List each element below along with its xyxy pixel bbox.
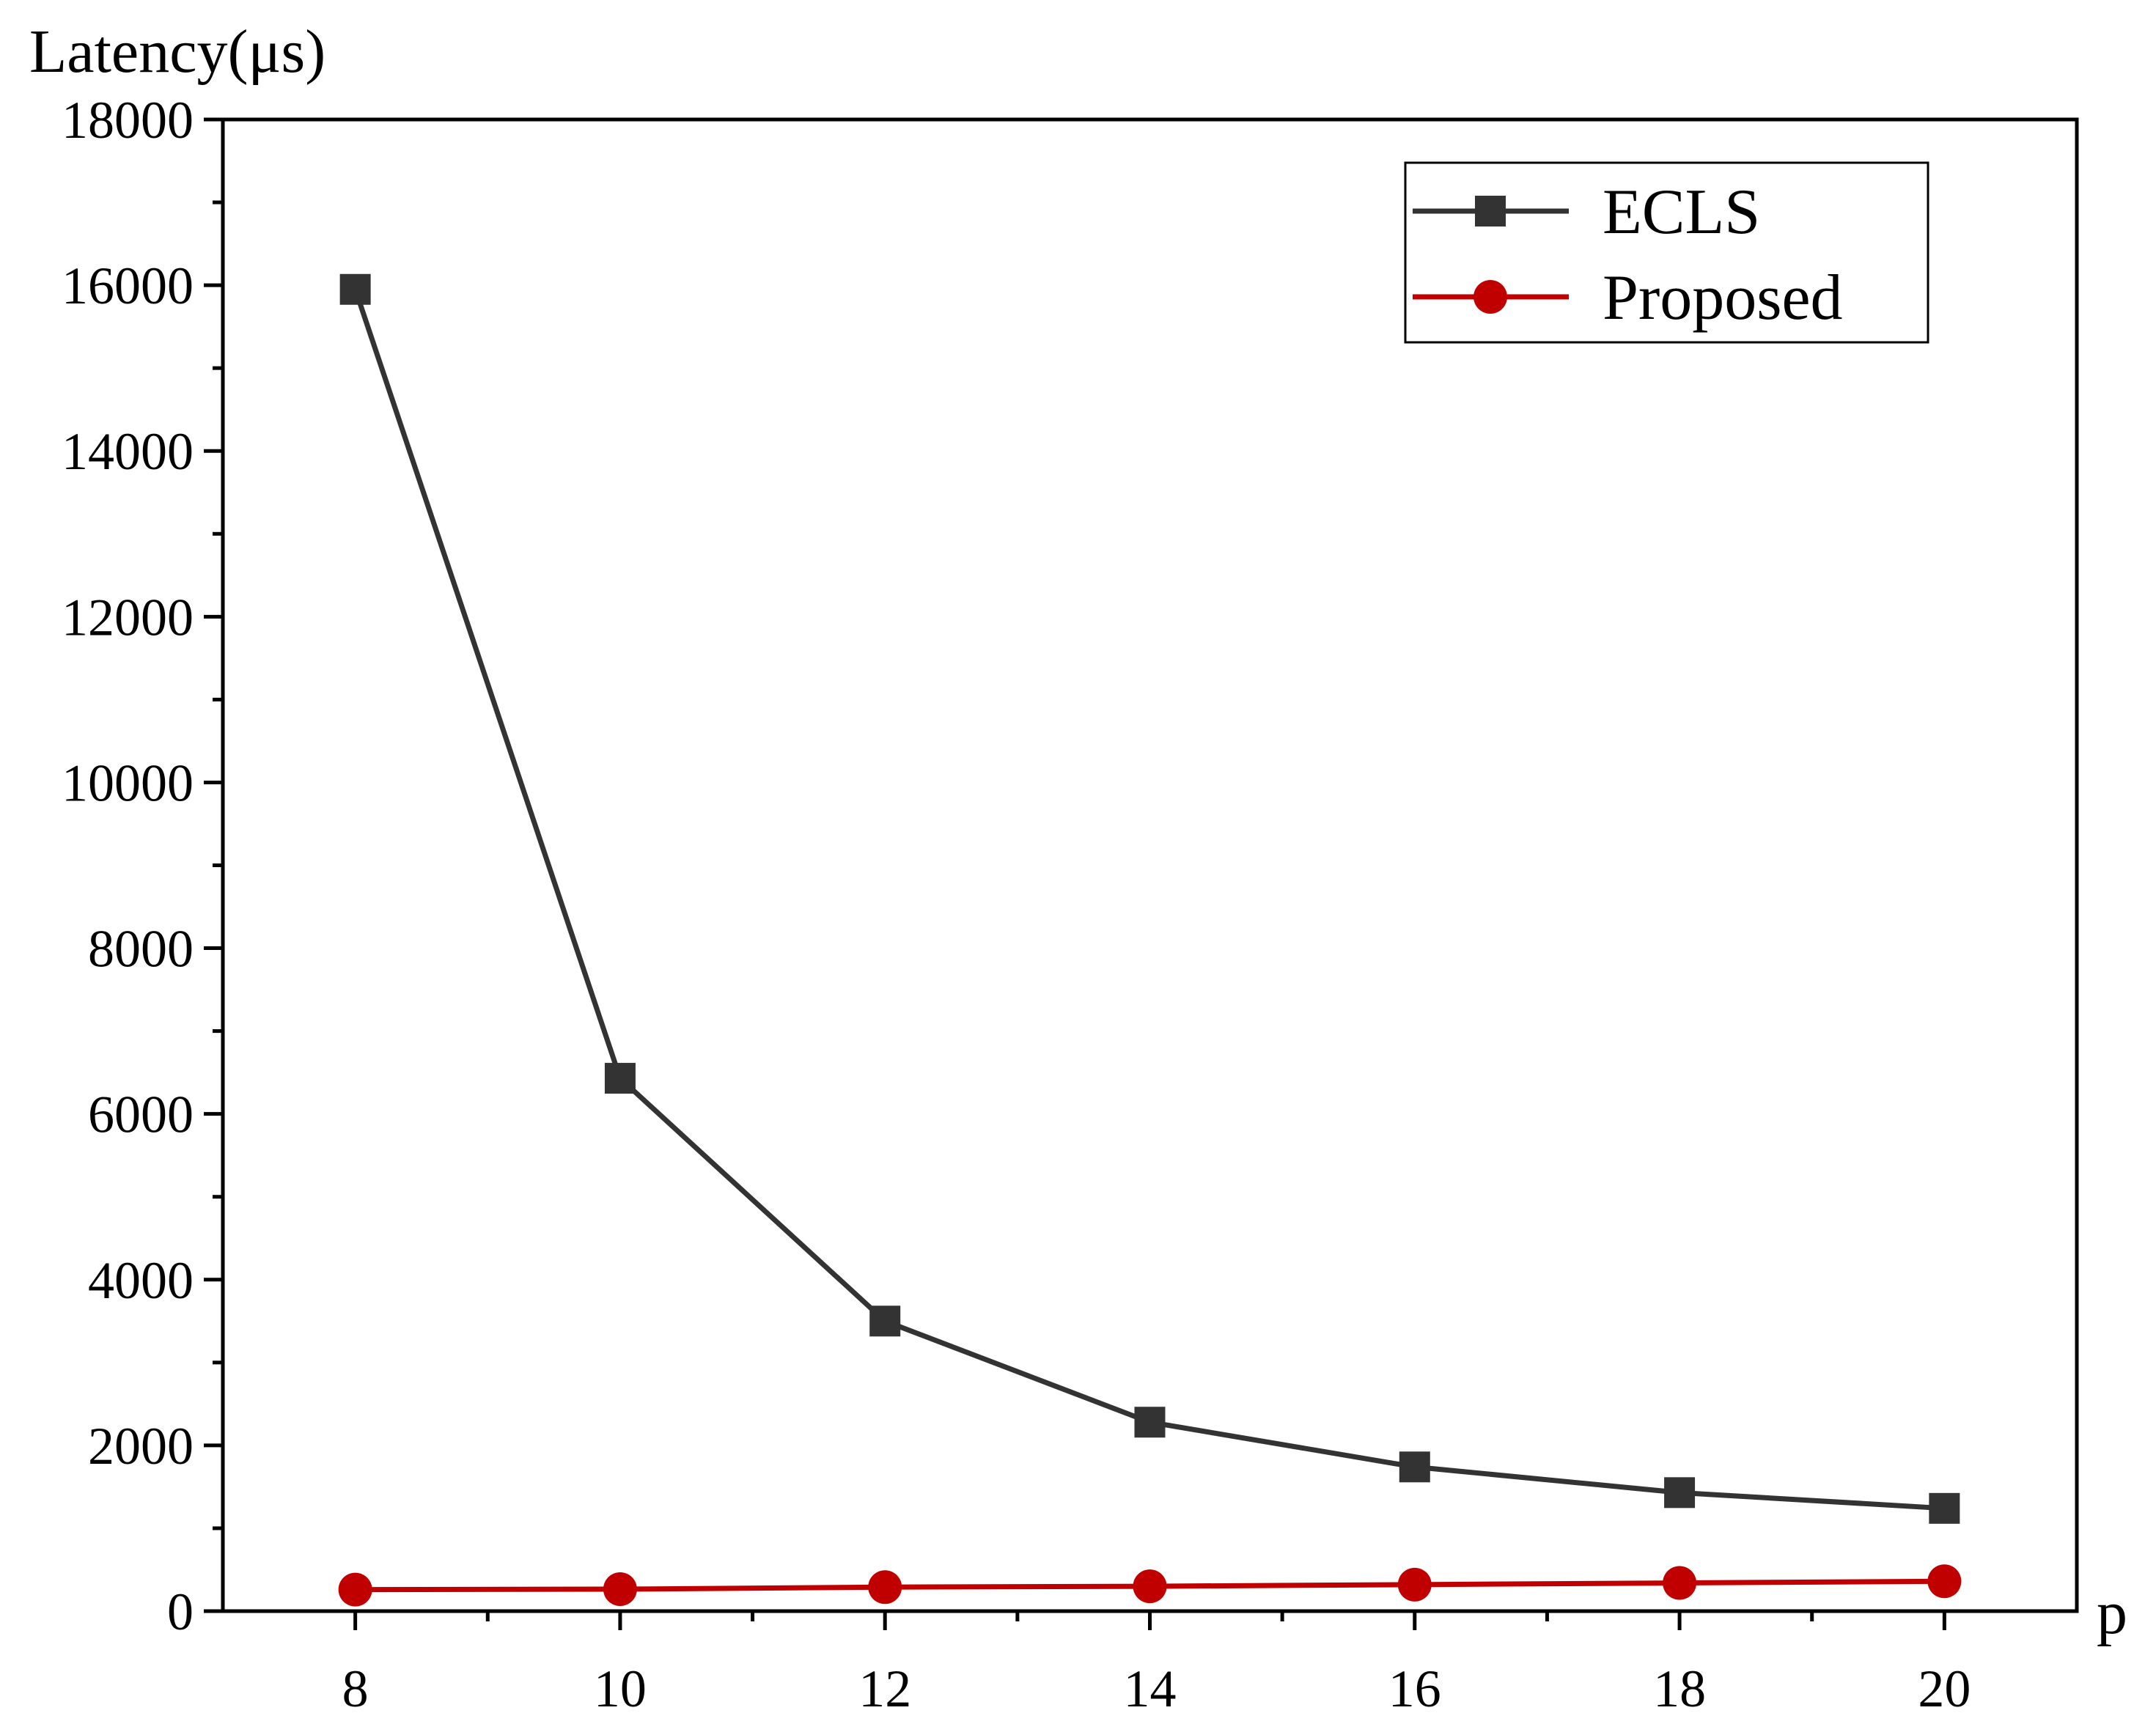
series bbox=[338, 273, 1962, 1607]
y-tick-label: 6000 bbox=[88, 1086, 194, 1144]
data-point-ecls bbox=[869, 1305, 901, 1337]
y-axis-title: Latency(μs) bbox=[29, 18, 325, 86]
data-point-proposed bbox=[603, 1572, 637, 1607]
x-tick-label: 18 bbox=[1653, 1660, 1706, 1718]
data-point-proposed bbox=[1663, 1566, 1697, 1600]
y-tick-label: 2000 bbox=[88, 1417, 194, 1476]
x-axis-title: p bbox=[2097, 1579, 2127, 1647]
data-point-proposed bbox=[1927, 1564, 1962, 1599]
x-tick-label: 8 bbox=[342, 1660, 369, 1718]
ticks: 0 2000 4000 6000 8000 10000 12000 14000 16000 180… bbox=[62, 91, 1971, 1718]
y-tick-label: 0 bbox=[167, 1583, 194, 1641]
data-point-proposed bbox=[1133, 1569, 1167, 1604]
x-tick-label: 16 bbox=[1388, 1660, 1441, 1718]
data-point-ecls bbox=[604, 1063, 636, 1094]
data-point-ecls bbox=[1929, 1492, 1960, 1524]
y-tick-label: 12000 bbox=[62, 588, 194, 647]
x-tick-label: 14 bbox=[1124, 1660, 1177, 1718]
y-tick-label: 18000 bbox=[62, 91, 194, 150]
data-point-proposed bbox=[868, 1570, 902, 1605]
data-point-ecls bbox=[1664, 1477, 1696, 1509]
legend-marker-proposed bbox=[1473, 280, 1507, 314]
y-tick-label: 10000 bbox=[62, 754, 194, 812]
data-point-ecls bbox=[339, 273, 371, 305]
series-line-ecls bbox=[353, 288, 1945, 1511]
data-point-proposed bbox=[338, 1572, 372, 1607]
data-point-ecls bbox=[1134, 1407, 1166, 1438]
x-tick-label: 12 bbox=[858, 1660, 911, 1718]
x-tick-label: 20 bbox=[1918, 1660, 1971, 1718]
x-tick-label: 10 bbox=[594, 1660, 647, 1718]
legend: ECLS Proposed bbox=[1404, 161, 1929, 344]
legend-label-proposed: Proposed bbox=[1603, 262, 1843, 334]
legend-label-ecls: ECLS bbox=[1603, 177, 1760, 248]
legend-marker-ecls bbox=[1475, 196, 1506, 226]
data-point-proposed bbox=[1397, 1567, 1432, 1602]
y-tick-label: 4000 bbox=[88, 1251, 194, 1310]
y-tick-label: 14000 bbox=[62, 422, 194, 481]
y-tick-label: 8000 bbox=[88, 920, 194, 979]
data-point-ecls bbox=[1399, 1451, 1430, 1483]
y-tick-label: 16000 bbox=[62, 257, 194, 315]
